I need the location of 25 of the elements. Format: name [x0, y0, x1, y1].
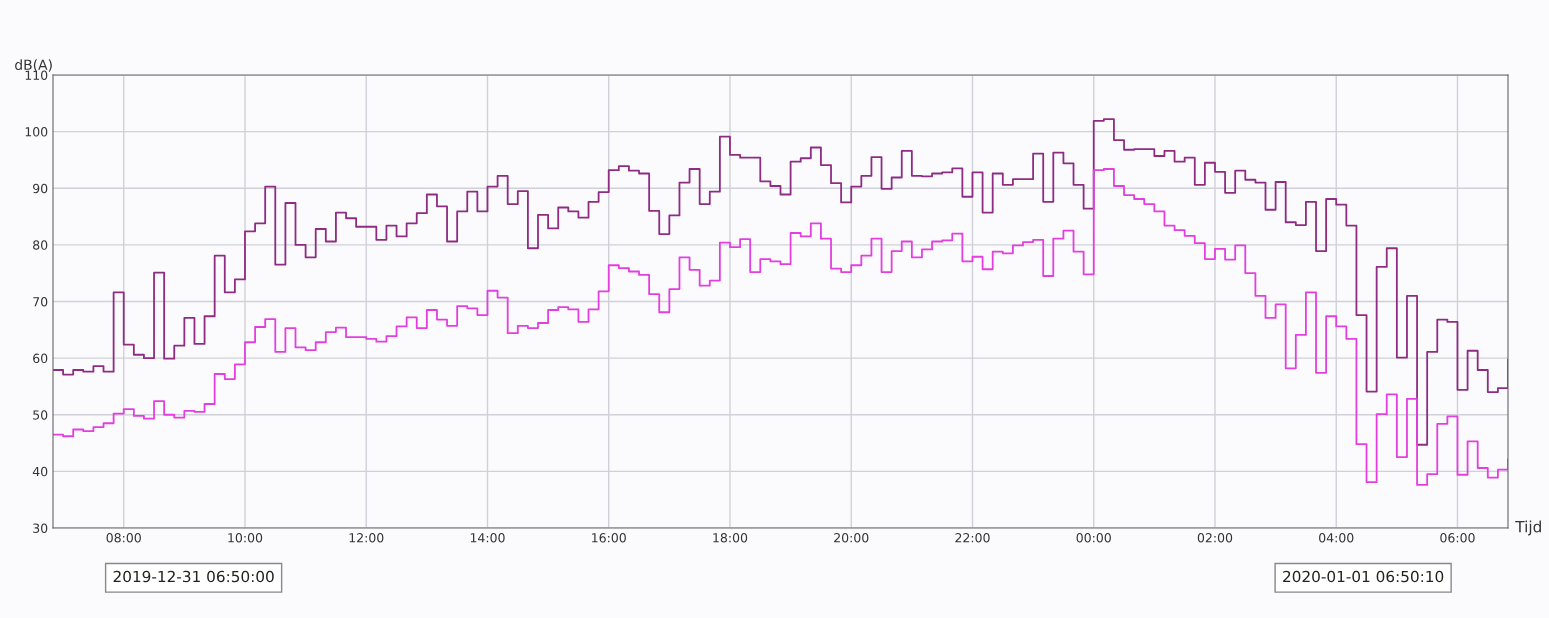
x-tick-label: 14:00	[470, 533, 505, 543]
y-tick-label: 70	[33, 296, 48, 307]
x-tick-label: 08:00	[106, 533, 141, 543]
x-tick-label: 02:00	[1197, 533, 1233, 543]
y-tick-label: 50	[33, 410, 48, 420]
y-tick-label: 30	[33, 523, 48, 533]
x-tick-label: 12:00	[349, 533, 384, 543]
x-tick-label: 16:00	[592, 533, 626, 543]
x-tick-label: 22:00	[955, 533, 990, 543]
x-tick-label: 04:00	[1319, 533, 1354, 543]
y-axis-title: dB(A)	[15, 59, 52, 72]
y-tick-label: 80	[33, 240, 48, 250]
text: 2020-01-01 06:50:10	[1283, 570, 1444, 583]
x-tick-label: 20:00	[834, 533, 869, 543]
y-tick-label: 100	[25, 127, 48, 137]
text: 2019-12-31 06:50:00	[113, 570, 274, 583]
y-tick-label: 60	[33, 353, 48, 364]
x-tick-label: 06:00	[1440, 533, 1475, 543]
y-tick-label: 110	[25, 70, 48, 80]
x-axis-title: Tijd	[1515, 520, 1541, 536]
y-tick-label: 90	[33, 183, 48, 194]
x-tick-label: 18:00	[713, 533, 748, 543]
x-tick-label: 00:00	[1076, 533, 1111, 543]
y-tick-label: 40	[32, 466, 48, 477]
x-tick-label: 10:00	[228, 533, 263, 543]
